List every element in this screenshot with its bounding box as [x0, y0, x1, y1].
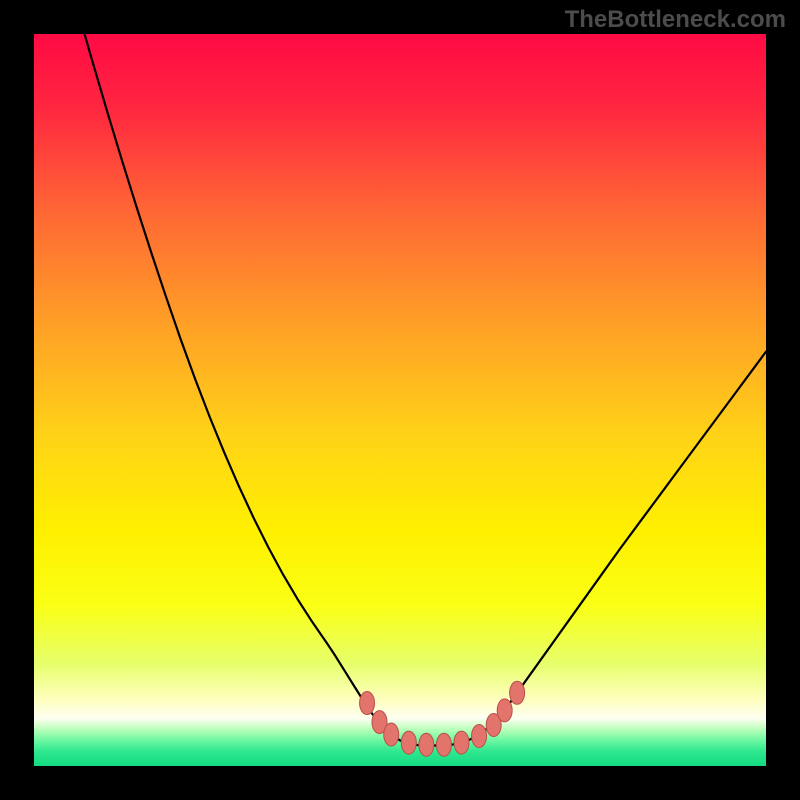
- chart-frame: [34, 34, 766, 766]
- curve-marker: [384, 723, 399, 746]
- curve-marker: [472, 724, 487, 747]
- curve-marker: [436, 733, 451, 756]
- plot-background: [34, 34, 766, 766]
- watermark-text: TheBottleneck.com: [565, 6, 786, 34]
- bottleneck-chart: [34, 34, 766, 766]
- curve-marker: [401, 731, 416, 754]
- curve-marker: [497, 699, 512, 722]
- curve-marker: [360, 692, 375, 715]
- curve-marker: [454, 731, 469, 754]
- curve-marker: [510, 681, 525, 704]
- curve-marker: [419, 733, 434, 756]
